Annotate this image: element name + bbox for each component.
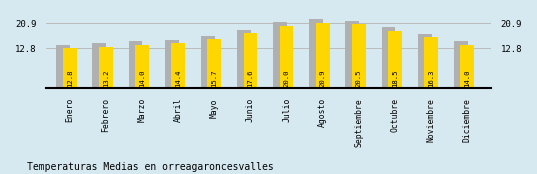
Bar bbox=[273, 22, 287, 88]
Bar bbox=[309, 19, 323, 88]
Bar bbox=[129, 41, 142, 88]
Bar bbox=[237, 30, 251, 88]
Bar bbox=[171, 43, 185, 88]
Text: 14.0: 14.0 bbox=[139, 69, 145, 87]
Bar bbox=[352, 24, 366, 88]
Bar bbox=[201, 36, 215, 88]
Bar bbox=[99, 47, 113, 88]
Text: 20.0: 20.0 bbox=[284, 69, 289, 87]
Text: 20.9: 20.9 bbox=[320, 69, 326, 87]
Bar bbox=[244, 33, 257, 88]
Bar bbox=[92, 43, 106, 88]
Bar bbox=[454, 41, 468, 88]
Bar bbox=[135, 45, 149, 88]
Text: 16.3: 16.3 bbox=[428, 69, 434, 87]
Text: 20.5: 20.5 bbox=[356, 69, 362, 87]
Bar bbox=[165, 40, 178, 88]
Text: 14.0: 14.0 bbox=[465, 69, 470, 87]
Text: 17.6: 17.6 bbox=[248, 69, 253, 87]
Text: Temperaturas Medias en orreagaroncesvalles: Temperaturas Medias en orreagaroncesvall… bbox=[27, 162, 273, 172]
Bar bbox=[345, 21, 359, 88]
Bar bbox=[207, 39, 221, 88]
Text: 12.8: 12.8 bbox=[67, 69, 72, 87]
Bar bbox=[388, 31, 402, 88]
Bar bbox=[460, 45, 474, 88]
Bar bbox=[316, 23, 330, 88]
Text: 14.4: 14.4 bbox=[175, 69, 181, 87]
Bar bbox=[382, 27, 395, 88]
Text: 13.2: 13.2 bbox=[103, 69, 109, 87]
Bar bbox=[280, 26, 293, 88]
Text: 15.7: 15.7 bbox=[211, 69, 217, 87]
Bar bbox=[418, 34, 432, 88]
Bar bbox=[56, 45, 70, 88]
Bar bbox=[63, 48, 77, 88]
Bar bbox=[424, 37, 438, 88]
Text: 18.5: 18.5 bbox=[392, 69, 398, 87]
